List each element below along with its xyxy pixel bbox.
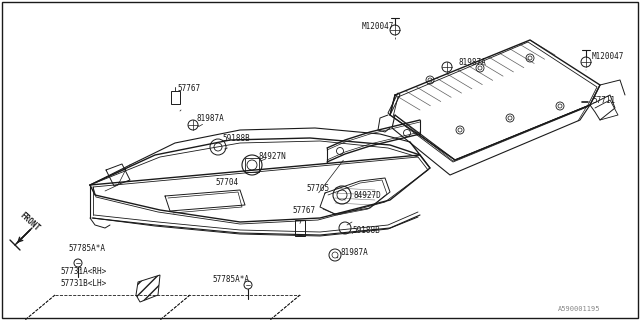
Text: 84927N: 84927N	[258, 151, 285, 161]
Text: 57704: 57704	[215, 178, 238, 187]
Text: 57731B<LH>: 57731B<LH>	[60, 278, 106, 287]
Text: 57711: 57711	[592, 95, 615, 105]
Text: 81987A: 81987A	[458, 58, 486, 67]
Text: 84927D: 84927D	[353, 190, 381, 199]
Text: 59188B: 59188B	[222, 133, 250, 142]
Text: 57785A*A: 57785A*A	[68, 244, 105, 252]
Text: 81987A: 81987A	[340, 247, 368, 257]
Text: 81987A: 81987A	[196, 114, 224, 123]
Bar	[295, 220, 305, 236]
Text: FRONT: FRONT	[19, 211, 42, 233]
Text: M120047: M120047	[592, 52, 625, 60]
Bar	[171, 91, 180, 104]
Text: 57731A<RH>: 57731A<RH>	[60, 268, 106, 276]
Text: 57785A*A: 57785A*A	[212, 276, 249, 284]
Text: M120047: M120047	[362, 21, 394, 30]
Text: 57705: 57705	[306, 183, 329, 193]
Text: 57767: 57767	[292, 205, 315, 214]
Text: 59188B: 59188B	[352, 226, 380, 235]
Bar	[245, 158, 259, 172]
Text: 57767: 57767	[177, 84, 200, 92]
Text: A590001195: A590001195	[557, 306, 600, 312]
